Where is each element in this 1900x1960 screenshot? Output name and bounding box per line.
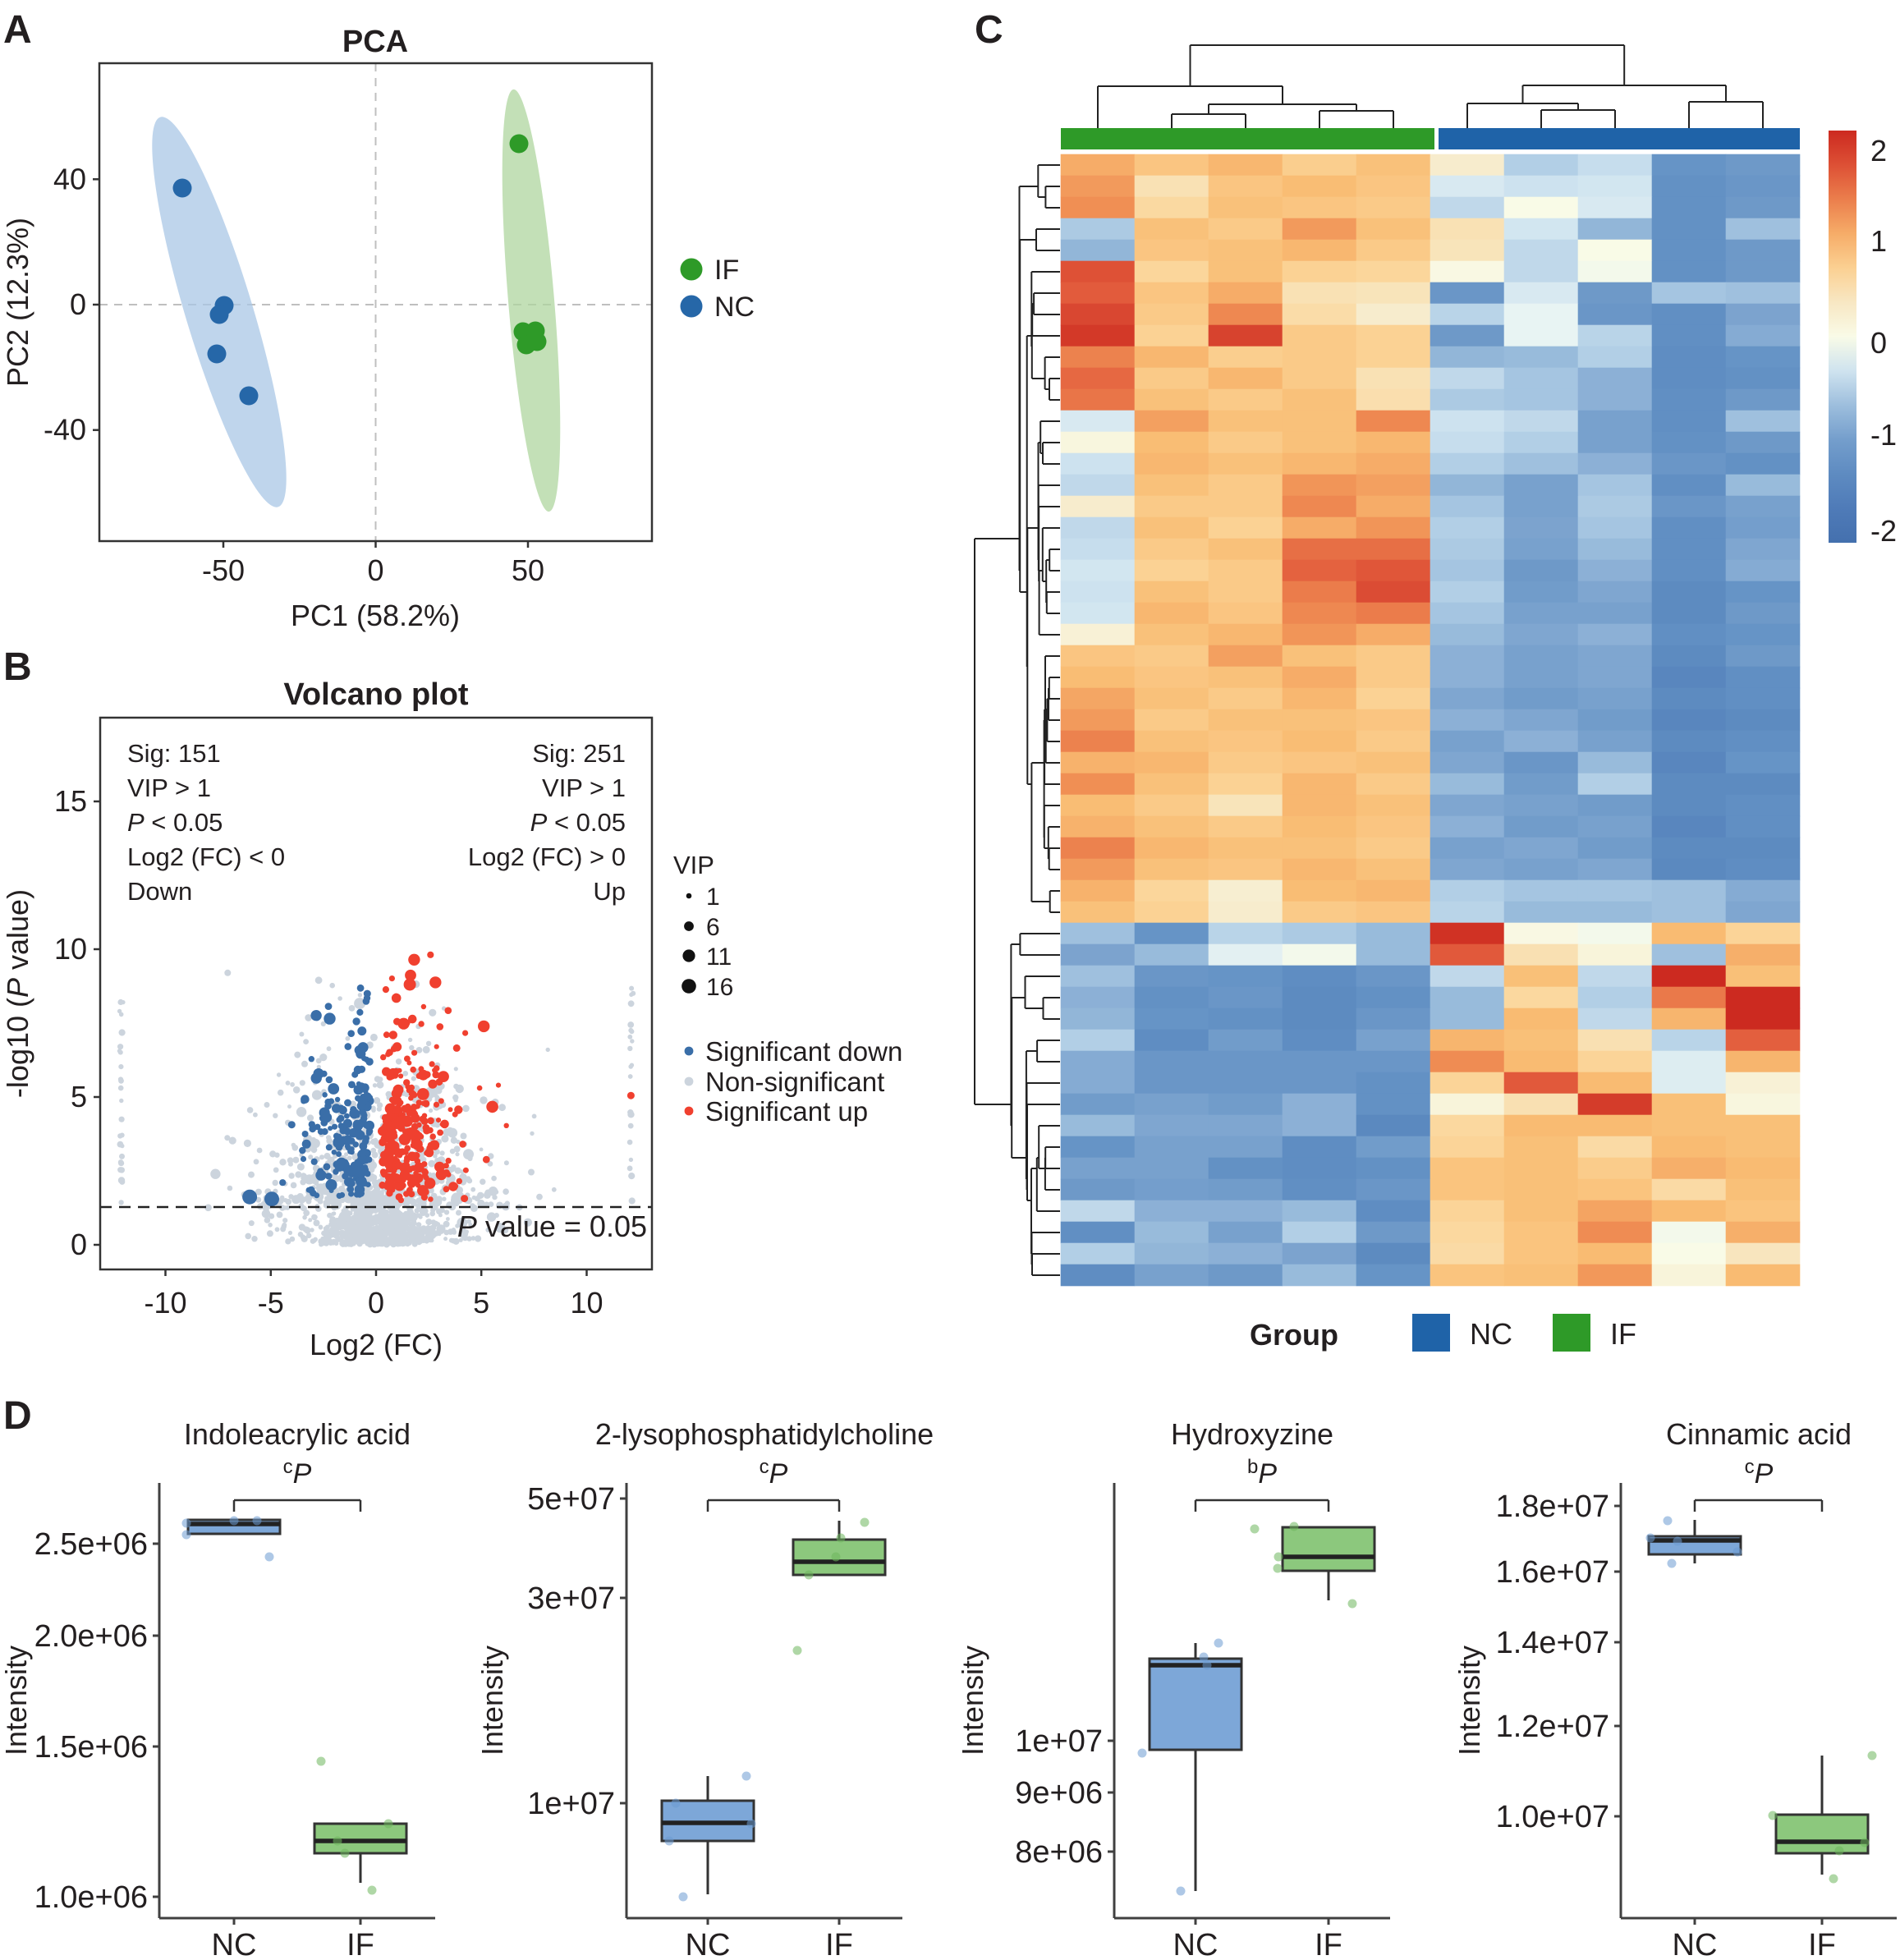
svg-text:A: A: [3, 8, 32, 52]
svg-text:1.6e+07: 1.6e+07: [1496, 1555, 1609, 1590]
svg-text:2.5e+06: 2.5e+06: [34, 1527, 148, 1562]
svg-text:P < 0.05: P < 0.05: [530, 808, 626, 837]
svg-text:11: 11: [706, 943, 732, 971]
svg-text:PC1 (58.2%): PC1 (58.2%): [291, 599, 460, 632]
svg-text:Intensity: Intensity: [956, 1646, 989, 1756]
svg-text:cP: cP: [283, 1456, 312, 1490]
svg-text:NC: NC: [714, 291, 755, 323]
svg-text:15: 15: [54, 784, 87, 818]
svg-text:IF: IF: [825, 1928, 853, 1960]
svg-text:cP: cP: [760, 1456, 788, 1490]
svg-text:-5: -5: [258, 1286, 284, 1320]
svg-text:Sig: 251: Sig: 251: [532, 739, 626, 768]
svg-text:NC: NC: [1470, 1317, 1512, 1351]
svg-text:PCA: PCA: [342, 25, 408, 59]
svg-text:1.4e+07: 1.4e+07: [1496, 1626, 1609, 1660]
svg-text:16: 16: [706, 974, 733, 1001]
svg-text:IF: IF: [1315, 1928, 1342, 1960]
svg-text:5: 5: [473, 1286, 489, 1320]
svg-text:5: 5: [71, 1080, 87, 1113]
svg-text:2.0e+06: 2.0e+06: [34, 1619, 148, 1654]
svg-text:Significant down: Significant down: [705, 1036, 902, 1067]
svg-text:VIP > 1: VIP > 1: [542, 773, 626, 802]
svg-text:cP: cP: [1745, 1456, 1774, 1490]
svg-text:1.2e+07: 1.2e+07: [1496, 1710, 1609, 1744]
svg-text:-50: -50: [202, 553, 245, 587]
svg-text:Intensity: Intensity: [1453, 1646, 1486, 1756]
svg-text:-10: -10: [144, 1286, 186, 1320]
svg-text:6: 6: [706, 914, 720, 941]
svg-text:1.5e+06: 1.5e+06: [34, 1730, 148, 1765]
svg-text:0: 0: [71, 1228, 87, 1261]
svg-text:IF: IF: [346, 1928, 374, 1960]
svg-text:IF: IF: [1610, 1317, 1636, 1351]
svg-text:0: 0: [70, 287, 86, 321]
svg-text:IF: IF: [714, 255, 739, 286]
svg-text:Down: Down: [127, 877, 192, 906]
svg-text:Up: Up: [593, 877, 626, 906]
svg-text:8e+06: 8e+06: [1015, 1835, 1103, 1870]
svg-text:10: 10: [54, 932, 87, 966]
svg-text:-log10 (P value): -log10 (P value): [1, 889, 34, 1098]
svg-text:Log2 (FC): Log2 (FC): [310, 1328, 443, 1361]
svg-text:1e+07: 1e+07: [1015, 1724, 1103, 1759]
svg-text:Non-significant: Non-significant: [705, 1067, 884, 1097]
svg-text:0: 0: [367, 553, 383, 587]
svg-text:Indoleacrylic acid: Indoleacrylic acid: [184, 1417, 411, 1451]
svg-text:IF: IF: [1808, 1928, 1836, 1960]
svg-text:NC: NC: [686, 1928, 731, 1960]
svg-text:1e+07: 1e+07: [527, 1787, 615, 1821]
svg-text:1.0e+07: 1.0e+07: [1496, 1800, 1609, 1834]
svg-text:2: 2: [1870, 134, 1887, 168]
svg-text:0: 0: [1870, 326, 1887, 360]
svg-text:1.8e+07: 1.8e+07: [1496, 1490, 1609, 1524]
svg-text:Log2 (FC) < 0: Log2 (FC) < 0: [127, 842, 285, 871]
svg-text:3e+07: 3e+07: [527, 1581, 615, 1616]
svg-text:-1: -1: [1870, 418, 1897, 452]
svg-text:9e+06: 9e+06: [1015, 1776, 1103, 1811]
svg-text:Cinnamic acid: Cinnamic acid: [1666, 1417, 1852, 1451]
svg-text:P value = 0.05: P value = 0.05: [457, 1210, 647, 1243]
svg-text:-2: -2: [1870, 514, 1897, 548]
svg-text:VIP: VIP: [673, 851, 714, 879]
svg-text:Log2 (FC) > 0: Log2 (FC) > 0: [468, 842, 626, 871]
svg-text:NC: NC: [212, 1928, 257, 1960]
svg-text:0: 0: [368, 1286, 384, 1320]
svg-text:40: 40: [53, 162, 86, 195]
svg-text:Significant up: Significant up: [705, 1096, 868, 1127]
svg-text:10: 10: [570, 1286, 603, 1320]
svg-text:-40: -40: [44, 413, 86, 447]
svg-text:2-lysophosphatidylcholine: 2-lysophosphatidylcholine: [595, 1417, 934, 1451]
svg-text:Volcano plot: Volcano plot: [283, 677, 469, 712]
svg-text:D: D: [3, 1394, 32, 1438]
svg-text:Intensity: Intensity: [0, 1646, 33, 1756]
svg-text:50: 50: [512, 553, 544, 587]
svg-text:C: C: [975, 8, 1003, 52]
svg-text:PC2 (12.3%): PC2 (12.3%): [1, 218, 34, 387]
svg-text:bP: bP: [1247, 1456, 1277, 1490]
svg-text:Group: Group: [1250, 1318, 1338, 1352]
svg-text:VIP > 1: VIP > 1: [127, 773, 211, 802]
svg-text:Intensity: Intensity: [475, 1646, 509, 1756]
svg-text:Sig: 151: Sig: 151: [127, 739, 221, 768]
svg-text:Hydroxyzine: Hydroxyzine: [1171, 1417, 1333, 1451]
svg-text:5e+07: 5e+07: [527, 1482, 615, 1517]
svg-text:1: 1: [706, 884, 720, 911]
svg-text:1.0e+06: 1.0e+06: [34, 1880, 148, 1915]
svg-text:1: 1: [1870, 224, 1887, 258]
svg-text:B: B: [3, 645, 32, 689]
svg-text:NC: NC: [1173, 1928, 1218, 1960]
svg-text:P < 0.05: P < 0.05: [127, 808, 223, 837]
svg-text:NC: NC: [1673, 1928, 1718, 1960]
